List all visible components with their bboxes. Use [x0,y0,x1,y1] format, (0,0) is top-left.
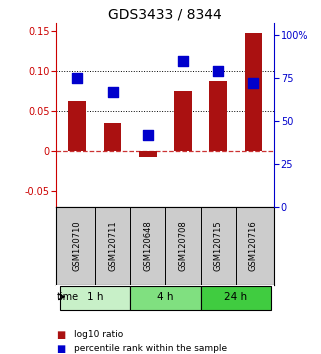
Text: 24 h: 24 h [224,292,247,302]
Text: GSM120711: GSM120711 [108,221,117,271]
Text: GSM120715: GSM120715 [213,221,223,271]
Bar [139,151,157,157]
Text: 1 h: 1 h [87,292,103,302]
Point [251,80,256,86]
Text: percentile rank within the sample: percentile rank within the sample [74,344,227,353]
Text: ■: ■ [56,344,65,354]
Point [180,58,186,64]
Bar [201,286,271,310]
Bar [104,123,121,151]
Bar [130,286,201,310]
Text: 4 h: 4 h [157,292,174,302]
Bar [245,33,262,151]
Text: log10 ratio: log10 ratio [74,330,123,339]
Bar [174,91,192,151]
Text: GSM120710: GSM120710 [73,221,82,271]
Text: GSM120648: GSM120648 [143,221,152,271]
Text: time: time [56,292,79,302]
Bar [209,81,227,151]
Title: GDS3433 / 8344: GDS3433 / 8344 [108,8,222,22]
Point [110,89,115,95]
Point [145,132,150,138]
Text: GSM120716: GSM120716 [249,221,258,271]
Bar [68,101,86,151]
Text: ■: ■ [56,330,65,339]
Bar [60,286,130,310]
Text: GSM120708: GSM120708 [178,221,187,271]
Point [216,68,221,74]
Point [75,75,80,81]
